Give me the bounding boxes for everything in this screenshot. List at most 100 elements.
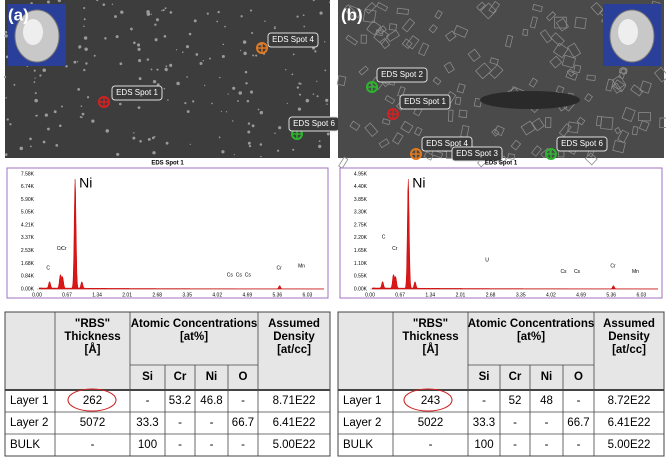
texture — [293, 54, 295, 56]
texture — [300, 83, 302, 85]
texture — [234, 154, 235, 155]
element-label: C — [382, 235, 386, 241]
texture — [298, 108, 301, 111]
texture — [146, 10, 150, 14]
x-tick-label: 2.01 — [122, 292, 132, 298]
texture — [287, 103, 288, 104]
texture — [112, 4, 113, 5]
table-header: "RBS" — [75, 318, 110, 330]
texture — [223, 44, 225, 46]
texture — [248, 122, 250, 124]
texture — [138, 59, 141, 62]
spot-label: EDS Spot 6 — [561, 139, 603, 148]
texture — [240, 15, 242, 17]
texture — [176, 49, 177, 50]
texture — [194, 19, 197, 22]
x-tick-label: 4.69 — [242, 292, 252, 298]
element-label: Mn — [632, 269, 639, 275]
texture — [169, 64, 172, 67]
texture — [299, 94, 301, 96]
texture — [34, 78, 35, 79]
texture — [339, 157, 348, 168]
table-cell: 33.3 — [473, 417, 495, 429]
texture — [248, 142, 251, 145]
texture — [154, 136, 155, 137]
texture — [164, 88, 165, 89]
texture — [207, 13, 209, 15]
table-cell: - — [178, 417, 182, 429]
x-tick-label: 4.02 — [212, 292, 222, 298]
y-tick-label: 3.85K — [354, 197, 368, 203]
table-header: Assumed — [268, 318, 320, 330]
element-label: Cs — [574, 269, 581, 275]
y-tick-label: 3.37K — [21, 235, 35, 241]
x-tick-label: 4.02 — [546, 292, 556, 298]
texture — [13, 84, 15, 86]
texture — [195, 53, 198, 56]
table-cell: 5072 — [80, 417, 106, 429]
texture — [189, 33, 192, 36]
texture — [176, 82, 179, 85]
texture — [296, 15, 298, 17]
texture — [155, 38, 158, 41]
texture — [217, 11, 219, 13]
x-tick-label: 1.34 — [92, 292, 102, 298]
table-cell: 100 — [138, 439, 157, 451]
texture — [239, 91, 243, 95]
texture — [36, 115, 38, 117]
texture — [77, 61, 78, 62]
texture — [317, 95, 319, 97]
texture — [226, 111, 227, 112]
texture — [138, 106, 141, 109]
figure: (a)EDS Spot 4EDS Spot 1EDS Spot 6EDS Spo… — [0, 0, 666, 457]
table-header: Thickness — [402, 331, 458, 343]
texture — [237, 100, 239, 102]
texture — [39, 74, 41, 76]
x-tick-label: 2.68 — [486, 292, 496, 298]
x-tick-label: 2.01 — [456, 292, 466, 298]
texture — [55, 144, 58, 147]
texture — [94, 55, 96, 57]
image-caption: EDS Spot 1 — [485, 161, 518, 167]
texture — [291, 73, 293, 75]
texture — [247, 130, 250, 133]
table-cell: 33.3 — [136, 417, 158, 429]
table-cell: - — [241, 439, 245, 451]
texture — [251, 32, 253, 34]
table-cell: Layer 1 — [10, 395, 48, 407]
texture — [116, 153, 119, 156]
table-header: [at/cc] — [277, 344, 311, 356]
texture — [30, 145, 32, 147]
texture — [264, 20, 265, 21]
texture — [211, 103, 213, 105]
panel-label: (b) — [341, 5, 363, 24]
texture — [156, 18, 159, 21]
y-tick-label: 0.84K — [21, 274, 35, 280]
x-tick-label: 4.69 — [576, 292, 586, 298]
texture — [297, 86, 299, 88]
texture — [104, 37, 106, 39]
texture — [9, 123, 11, 125]
texture — [80, 116, 82, 118]
texture — [186, 76, 188, 78]
texture — [228, 93, 229, 94]
table-cell: 8.72E22 — [608, 395, 651, 407]
texture — [319, 140, 321, 142]
element-label: Cr — [610, 263, 616, 269]
table-cell: - — [241, 395, 245, 407]
table-header: [Å] — [85, 343, 101, 356]
texture — [325, 99, 328, 102]
table-cell: 5022 — [418, 417, 444, 429]
texture — [249, 145, 251, 147]
table-subheader: Ni — [206, 371, 218, 383]
table-cell: - — [482, 395, 486, 407]
texture — [203, 60, 204, 61]
spot-label: EDS Spot 2 — [381, 70, 423, 79]
texture — [303, 14, 305, 16]
element-label: C — [46, 266, 50, 272]
texture — [190, 144, 191, 145]
table-cell: - — [545, 417, 549, 429]
texture — [329, 2, 330, 3]
texture — [133, 41, 136, 44]
y-tick-label: 4.40K — [354, 184, 368, 190]
